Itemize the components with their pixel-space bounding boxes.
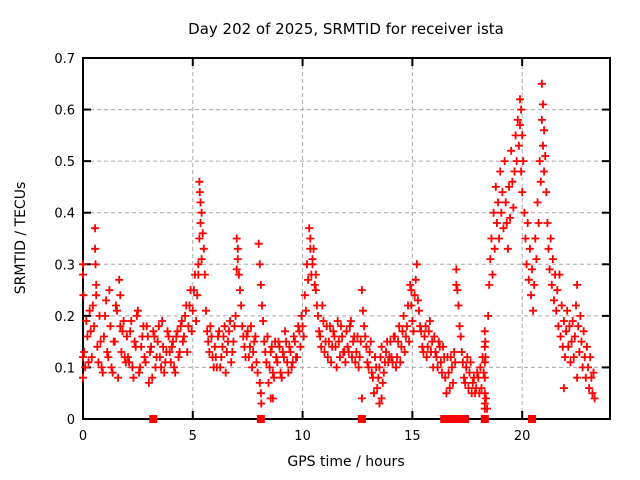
y-tick-label: 0 (67, 413, 75, 428)
x-tick-label: 0 (79, 429, 87, 444)
axis-ticks (82, 57, 610, 420)
y-tick-label: 0.6 (54, 104, 75, 119)
y-tick-label: 0.7 (54, 52, 75, 67)
y-tick-label: 0.2 (54, 310, 75, 325)
x-tick-label: 5 (189, 429, 197, 444)
zero-value-square (256, 415, 265, 423)
zero-value-square (453, 415, 462, 423)
zero-value-square (461, 415, 470, 423)
data-points-group (79, 79, 599, 413)
zero-value-square (149, 415, 158, 423)
y-tick-label: 0.1 (54, 361, 75, 376)
x-tick-label: 10 (294, 429, 311, 444)
plot-border (82, 57, 611, 420)
x-tick-label: 15 (404, 429, 421, 444)
zero-value-square (357, 415, 366, 423)
chart-title: Day 202 of 2025, SRMTID for receiver ist… (188, 20, 504, 38)
x-axis-label: GPS time / hours (287, 454, 404, 470)
y-axis-label: SRMTID / TECUs (13, 182, 29, 295)
zero-value-square (528, 415, 537, 423)
y-tick-label: 0.5 (54, 155, 75, 170)
y-tick-label: 0.4 (54, 207, 75, 222)
tick-labels: 0 5 10 15 20 0 0.1 0.2 0.3 0.4 0.5 0.6 0.7 (54, 52, 530, 444)
data-points (79, 79, 599, 413)
y-tick-label: 0.3 (54, 258, 75, 273)
x-tick-label: 20 (514, 429, 531, 444)
gridlines (83, 58, 610, 419)
zero-value-markers (149, 415, 537, 423)
zero-value-square (446, 415, 455, 423)
zero-value-square (480, 415, 489, 423)
